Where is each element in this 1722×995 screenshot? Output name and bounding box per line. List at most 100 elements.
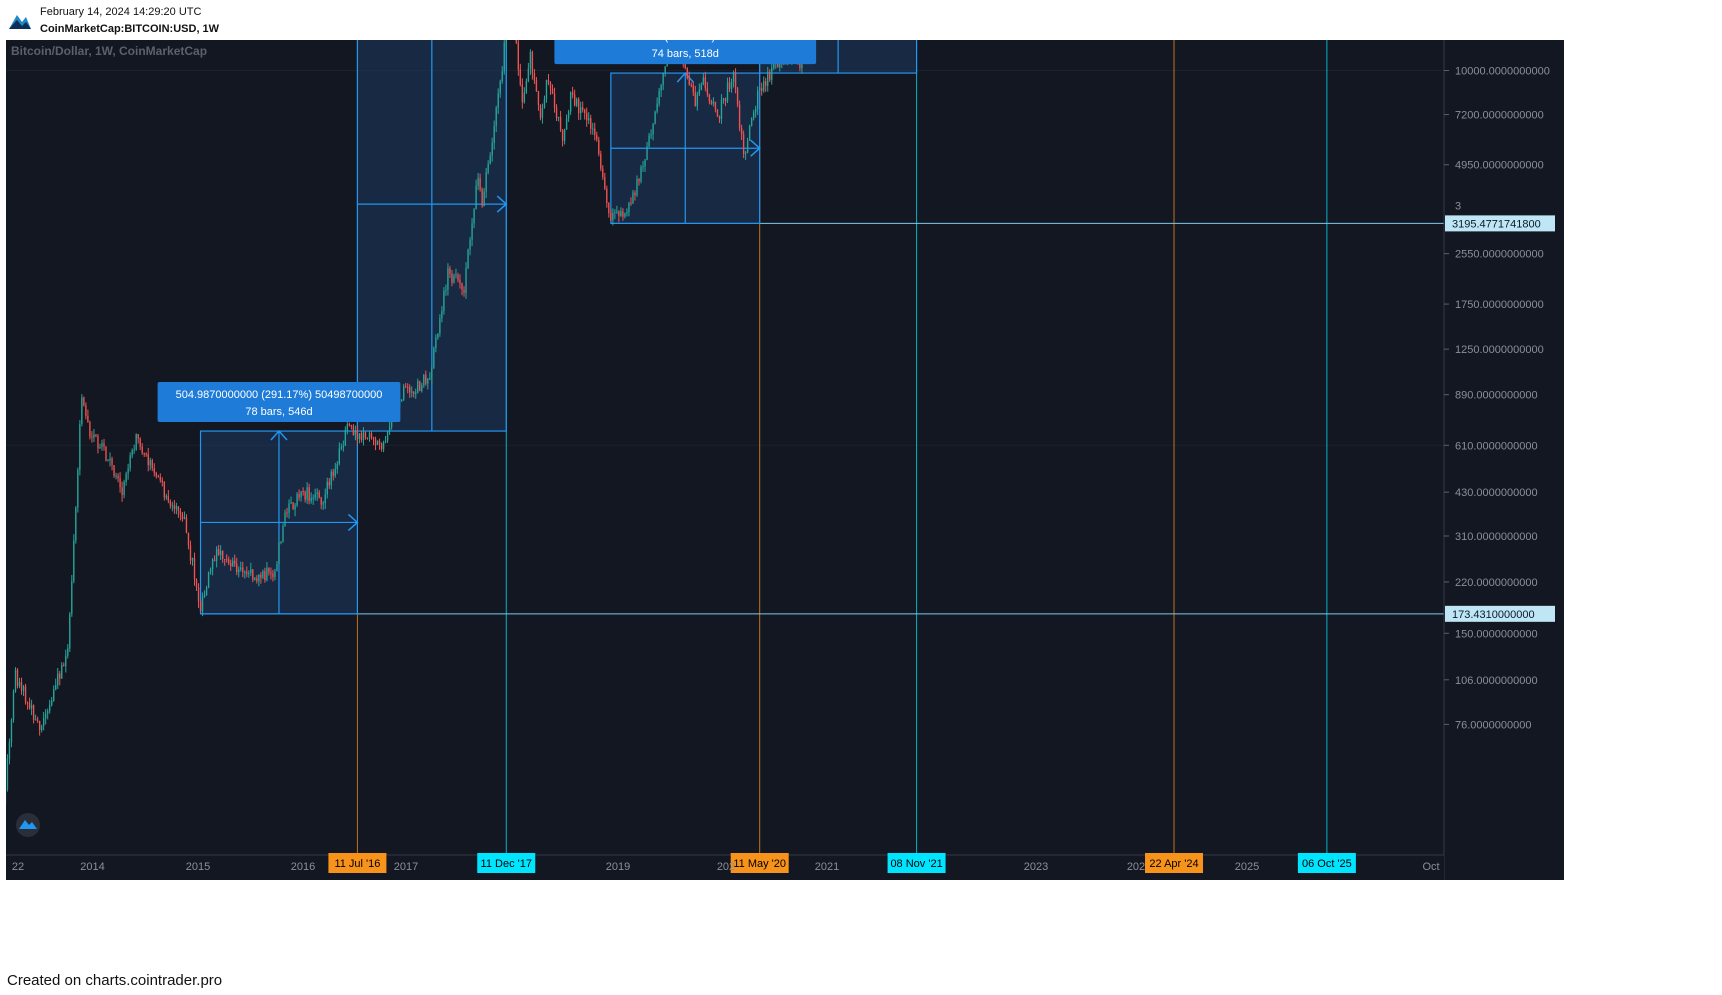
candle-body bbox=[732, 72, 735, 83]
candle-body bbox=[565, 118, 568, 130]
candle-body bbox=[505, 40, 507, 43]
candle-body bbox=[477, 178, 479, 186]
candle-body bbox=[752, 112, 755, 119]
candle-body bbox=[459, 280, 461, 284]
candle-body bbox=[298, 494, 300, 498]
candle-body bbox=[650, 134, 652, 136]
candle-body bbox=[213, 559, 216, 562]
candle-body bbox=[543, 99, 546, 109]
candle-body bbox=[324, 494, 326, 504]
candle-body bbox=[63, 664, 65, 666]
candle-body bbox=[97, 436, 99, 449]
candle-body bbox=[479, 178, 481, 190]
candle-body bbox=[310, 498, 312, 502]
footer-credit: Created on charts.cointrader.pro bbox=[7, 972, 223, 989]
price-chart[interactable]: 504.9870000000 (291.17%) 50498700000 78 b… bbox=[6, 40, 1564, 880]
candle-body bbox=[234, 560, 236, 564]
candle-body bbox=[376, 441, 379, 445]
candle-body bbox=[316, 492, 318, 495]
candle-body bbox=[382, 442, 385, 450]
candle-body bbox=[209, 569, 212, 572]
candle-body bbox=[437, 333, 439, 338]
candle-body bbox=[302, 491, 304, 493]
candle-body bbox=[354, 430, 357, 435]
candle-body bbox=[388, 427, 391, 432]
candle-body bbox=[644, 159, 646, 167]
time-axis[interactable]: 11 Jul '16 11 Dec '17 11 May '20 08 Nov '21… bbox=[12, 853, 1440, 873]
candle-body bbox=[495, 107, 497, 126]
candle-body bbox=[211, 559, 214, 570]
candle-body bbox=[769, 72, 771, 80]
candle-body bbox=[171, 505, 174, 507]
candle-body bbox=[290, 502, 292, 504]
candle-body bbox=[551, 88, 554, 94]
candle-body bbox=[620, 211, 622, 216]
projection-label-change: 504.9870000000 (291.17%) 50498700000 bbox=[176, 389, 383, 401]
candle-body bbox=[348, 424, 351, 426]
candle-body bbox=[571, 92, 574, 95]
candle-body bbox=[527, 68, 530, 81]
candle-body bbox=[563, 129, 566, 141]
candle-body bbox=[451, 273, 453, 283]
projection-label-duration: 74 bars, 518d bbox=[652, 48, 719, 60]
candle-body bbox=[427, 378, 429, 384]
candle-body bbox=[654, 111, 656, 124]
candle-body bbox=[642, 166, 644, 168]
candle-body bbox=[103, 443, 105, 447]
candle-body bbox=[594, 128, 596, 136]
price-axis-label: 1750.0000000000 bbox=[1455, 299, 1544, 311]
arrow-up-icon bbox=[676, 71, 694, 83]
candle-body bbox=[153, 467, 155, 473]
candle-body bbox=[342, 445, 345, 448]
chart-title: Bitcoin/Dollar, 1W, CoinMarketCap bbox=[11, 44, 207, 58]
candle-body bbox=[475, 185, 477, 209]
candle-body bbox=[763, 81, 765, 91]
candle-body bbox=[117, 475, 119, 479]
candle-body bbox=[628, 202, 630, 213]
candle-body bbox=[730, 82, 733, 89]
candle-body bbox=[32, 705, 35, 720]
candle-body bbox=[276, 563, 278, 572]
price-axis-label: 890.0000000000 bbox=[1455, 390, 1538, 402]
candle-body bbox=[612, 212, 614, 221]
candle-body bbox=[658, 90, 660, 104]
cycle-date-tag bbox=[730, 853, 789, 873]
candle-body bbox=[374, 439, 377, 445]
candle-body bbox=[55, 685, 57, 690]
candle-body bbox=[547, 80, 550, 83]
candle-body bbox=[433, 347, 435, 368]
candle-body bbox=[93, 434, 95, 438]
candle-body bbox=[423, 374, 425, 386]
candle-body bbox=[360, 433, 363, 441]
candle-body bbox=[59, 673, 61, 679]
candle-body bbox=[718, 116, 721, 119]
candle-body bbox=[254, 578, 256, 580]
candle-body bbox=[22, 686, 25, 691]
candle-body bbox=[344, 430, 347, 446]
candle-body bbox=[390, 417, 393, 428]
candle-body bbox=[215, 549, 218, 562]
candle-body bbox=[457, 274, 459, 281]
candle-body bbox=[46, 710, 49, 714]
price-axis-label: 106.0000000000 bbox=[1455, 675, 1538, 687]
price-axis-label: 610.0000000000 bbox=[1455, 440, 1538, 452]
candle-body bbox=[660, 85, 662, 91]
candle-body bbox=[147, 454, 149, 466]
candle-body bbox=[702, 77, 705, 85]
candle-body bbox=[463, 289, 465, 293]
candle-body bbox=[370, 433, 373, 438]
candle-body bbox=[312, 497, 314, 499]
candle-body bbox=[421, 385, 423, 392]
candle-body bbox=[638, 179, 640, 182]
price-axis[interactable]: 1000000.0000000000720000.000000000049500… bbox=[1444, 40, 1562, 731]
candle-body bbox=[69, 613, 71, 649]
candle-body bbox=[726, 82, 729, 102]
candle-body bbox=[553, 93, 556, 108]
candle-body bbox=[101, 443, 103, 447]
candle-body bbox=[167, 496, 170, 502]
candle-body bbox=[779, 61, 781, 68]
candle-body bbox=[537, 91, 540, 105]
candle-body bbox=[407, 387, 409, 389]
time-axis-background bbox=[6, 855, 1444, 880]
price-axis-label: 10000.0000000000 bbox=[1455, 66, 1550, 78]
